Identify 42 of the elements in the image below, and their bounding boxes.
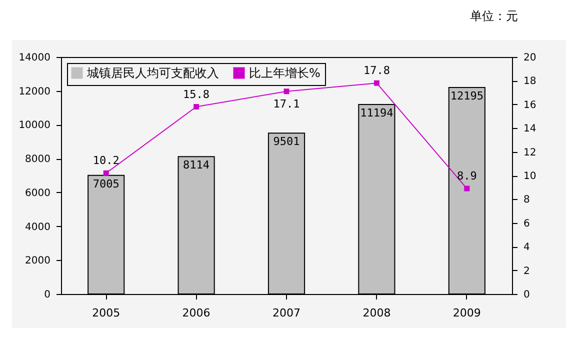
point <box>464 186 470 192</box>
x-tick-label: 2006 <box>182 306 210 320</box>
x-tick-label: 2009 <box>452 306 481 320</box>
legend-label: 城镇居民人均可支配收入 <box>86 66 219 80</box>
y-tick-label: 4000 <box>25 222 50 233</box>
data-label: 9501 <box>273 135 300 148</box>
point <box>284 88 290 94</box>
y-tick-label: 2000 <box>25 256 50 267</box>
data-label: 12195 <box>450 90 484 103</box>
point <box>374 80 380 86</box>
y2-tick-label: 2 <box>524 266 530 277</box>
y2-tick-label: 10 <box>524 171 536 182</box>
data-label: 8.9 <box>456 170 477 183</box>
y2-tick-label: 6 <box>524 218 530 230</box>
data-label: 7005 <box>92 177 120 190</box>
data-label: 17.1 <box>273 97 300 110</box>
x-tick-label: 2008 <box>362 306 391 320</box>
y-tick-label: 8000 <box>25 154 50 166</box>
y2-tick-label: 12 <box>524 147 536 158</box>
data-label: 8114 <box>183 158 210 172</box>
y-tick-label: 6000 <box>25 188 50 199</box>
y-tick-label: 14000 <box>18 52 50 64</box>
x-tick-label: 2007 <box>272 306 300 320</box>
y-tick-label: 12000 <box>18 86 50 98</box>
x-tick-label: 2005 <box>92 306 120 320</box>
y2-tick-label: 14 <box>524 124 536 135</box>
legend-label: 比上年增长% <box>249 66 320 80</box>
y-tick-label: 0 <box>44 290 50 300</box>
data-label: 15.8 <box>183 88 210 101</box>
point <box>103 170 109 176</box>
text: 单位：元 <box>470 8 518 25</box>
y2-tick-label: 20 <box>524 52 536 64</box>
y2-tick-label: 0 <box>524 290 530 300</box>
data-label: 10.2 <box>92 154 120 168</box>
data-label: 17.8 <box>363 64 390 78</box>
y-tick-label: 10000 <box>18 120 50 132</box>
point <box>194 104 200 110</box>
y2-tick-label: 18 <box>524 76 536 88</box>
y2-tick-label: 8 <box>524 194 530 206</box>
y2-tick-label: 4 <box>524 242 530 254</box>
y2-tick-label: 16 <box>524 100 536 111</box>
data-label: 11194 <box>360 106 394 120</box>
